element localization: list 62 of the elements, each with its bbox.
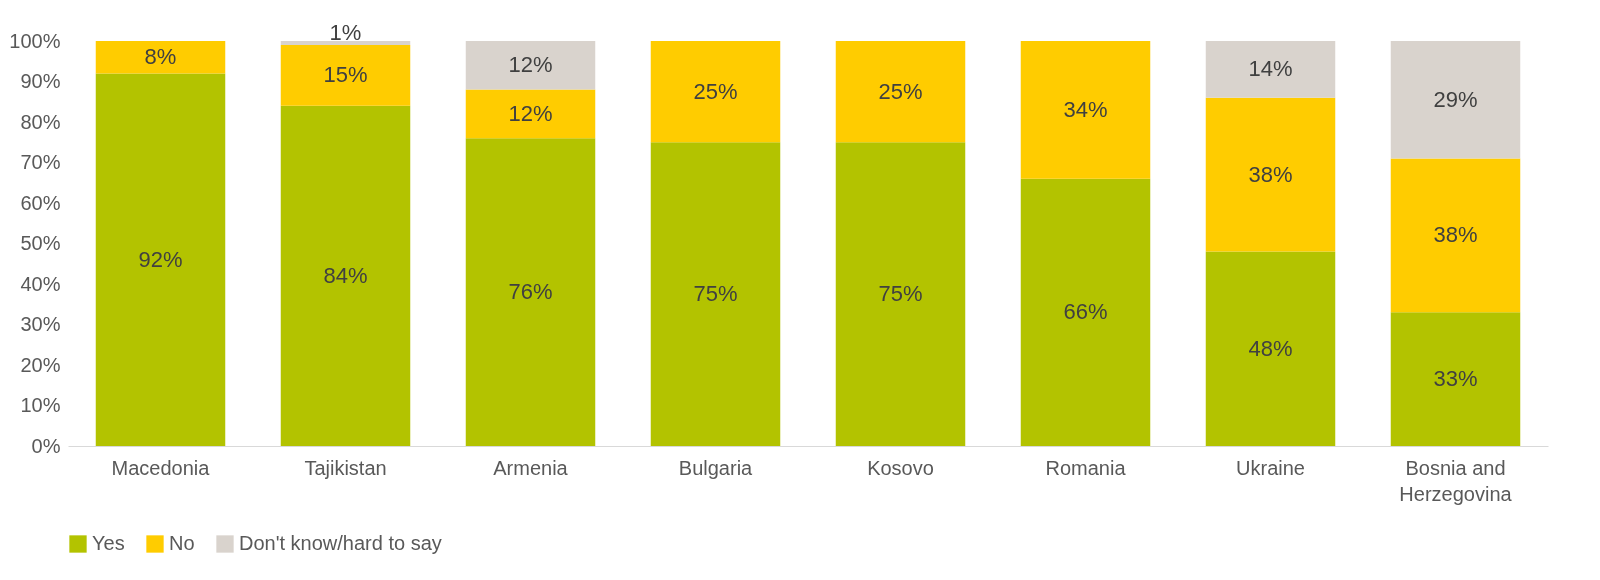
data-label: 92% [138, 246, 183, 272]
bar [280, 45, 411, 106]
bar [95, 73, 226, 446]
y-tick-label: 20% [20, 353, 61, 376]
data-label: 29% [1433, 86, 1478, 112]
data-label: 75% [878, 281, 923, 307]
data-label: 48% [1248, 335, 1293, 361]
x-tick-label: Ukraine [1236, 456, 1305, 479]
data-label: 38% [1433, 222, 1478, 248]
x-tick-label: Bosnia and Herzegovina [1399, 456, 1513, 505]
data-label: 34% [1063, 96, 1108, 122]
bar [835, 41, 966, 143]
x-tick-label: Bulgaria [678, 456, 754, 479]
bar [1390, 158, 1521, 313]
legend-label: No [169, 532, 195, 554]
y-tick-label: 30% [20, 313, 61, 335]
data-label: 12% [508, 52, 553, 78]
bar [280, 105, 411, 446]
bar [650, 142, 781, 446]
data-label: 15% [323, 62, 368, 88]
y-tick-label: 60% [20, 191, 61, 214]
bar [465, 41, 596, 90]
legend-label: Yes [92, 532, 125, 554]
x-tick-label: Tajikistan [304, 456, 387, 479]
x-tick-label: Kosovo [867, 456, 934, 479]
data-label: 84% [323, 262, 368, 288]
data-label: 25% [693, 78, 738, 104]
y-tick-label: 0% [31, 434, 61, 457]
bar [650, 41, 781, 143]
data-label: 8% [144, 44, 177, 70]
data-label: 14% [1248, 56, 1293, 82]
y-tick-label: 10% [20, 394, 61, 416]
bar [465, 138, 596, 446]
y-tick-label: 50% [20, 232, 61, 254]
y-tick-label: 80% [20, 110, 61, 133]
y-tick-label: 100% [9, 29, 61, 52]
data-label: 12% [508, 100, 553, 126]
bar [1020, 41, 1151, 179]
data-label: 33% [1433, 366, 1478, 392]
y-tick-label: 90% [20, 70, 61, 92]
y-tick-label: 70% [20, 151, 61, 173]
bar [1205, 251, 1336, 446]
legend-label: Don't know/hard to say [239, 532, 442, 554]
x-tick-label: Macedonia [111, 456, 211, 479]
x-tick-label: Armenia [493, 456, 569, 479]
bar [1390, 312, 1521, 446]
bar [95, 41, 226, 74]
data-label: 76% [508, 279, 553, 305]
data-label: 25% [878, 78, 923, 104]
data-label: 66% [1063, 299, 1108, 325]
bar [1020, 178, 1151, 446]
y-tick-label: 40% [20, 272, 61, 295]
x-tick-label: Romania [1045, 456, 1127, 479]
bar [835, 142, 966, 446]
data-label: 38% [1248, 161, 1293, 187]
bar [1390, 41, 1521, 159]
bar [1205, 41, 1336, 98]
data-label: 1% [329, 20, 362, 45]
bar [1205, 97, 1336, 252]
data-label: 75% [693, 281, 738, 307]
bar [280, 41, 411, 46]
bar [465, 89, 596, 139]
